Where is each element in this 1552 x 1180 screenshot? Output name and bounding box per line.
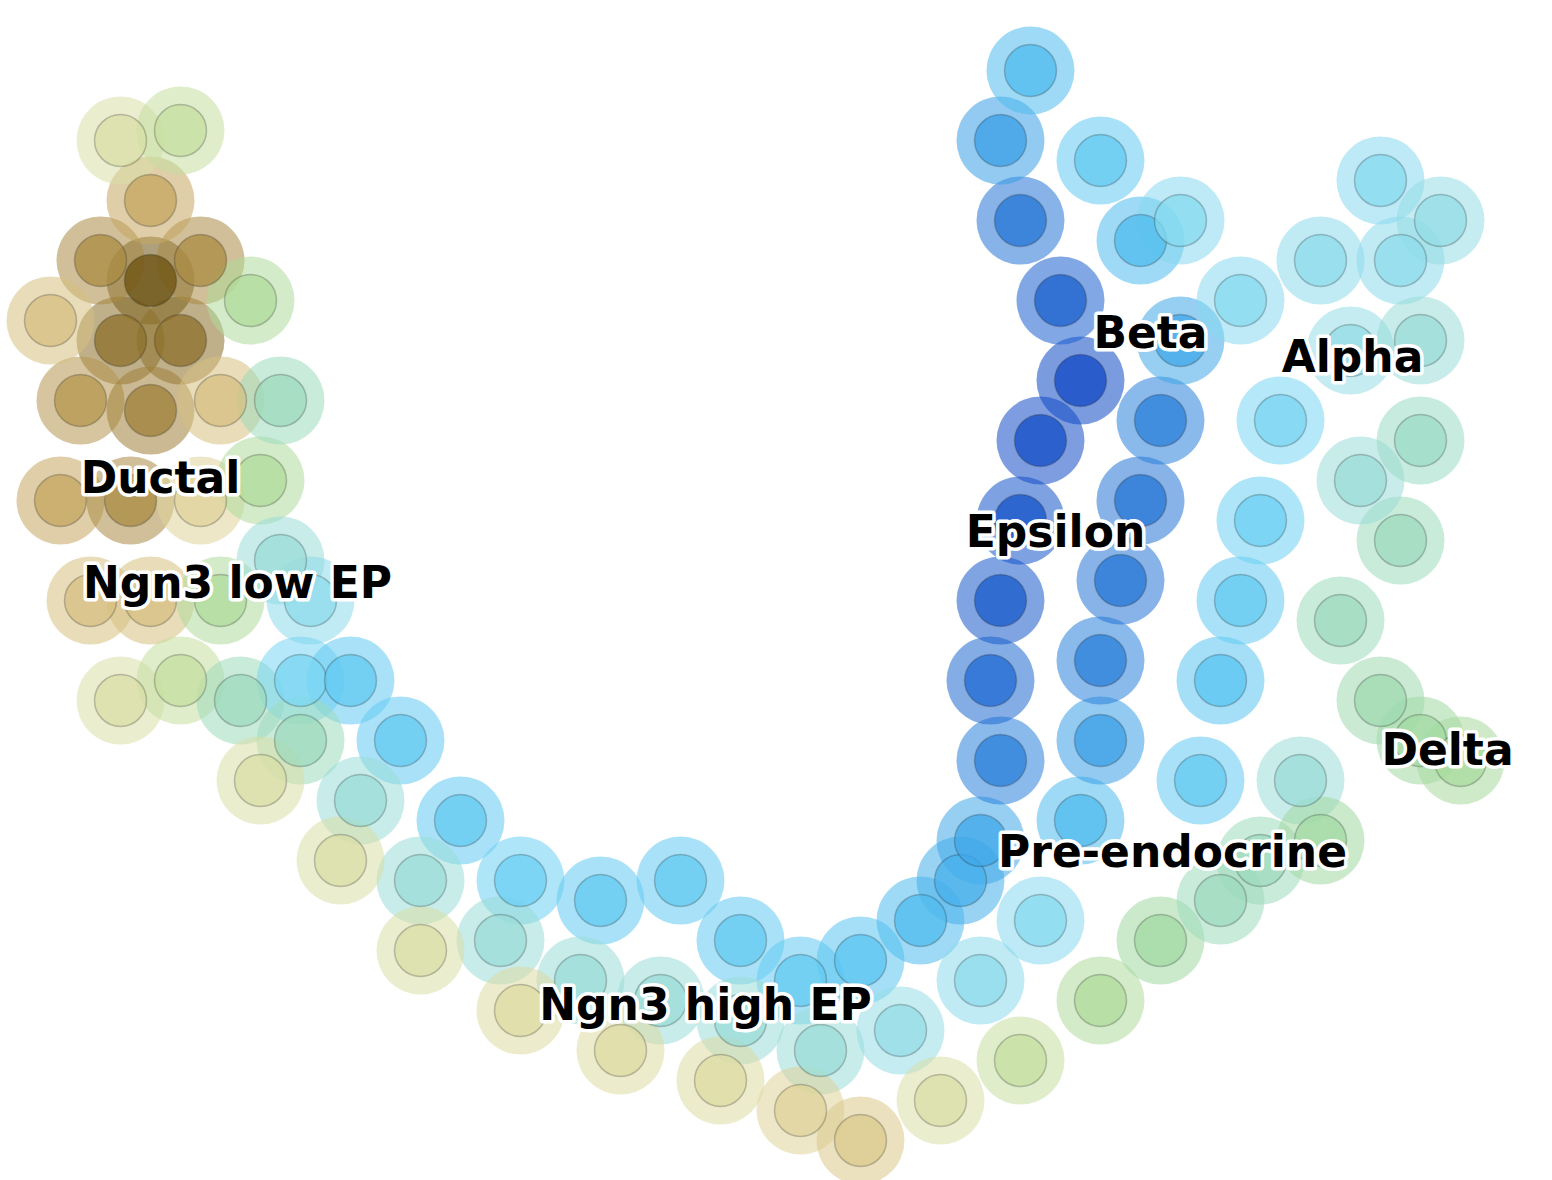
svg-text:Delta: Delta xyxy=(1381,724,1513,775)
svg-text:Alpha: Alpha xyxy=(1282,331,1424,382)
svg-text:Ductal: Ductal xyxy=(81,452,241,503)
svg-text:Epsilon: Epsilon xyxy=(966,506,1145,557)
svg-text:Ngn3 low EP: Ngn3 low EP xyxy=(83,557,392,608)
svg-text:Pre-endocrine: Pre-endocrine xyxy=(998,826,1347,877)
svg-text:Beta: Beta xyxy=(1093,307,1207,358)
svg-text:Ngn3 high EP: Ngn3 high EP xyxy=(539,979,871,1030)
